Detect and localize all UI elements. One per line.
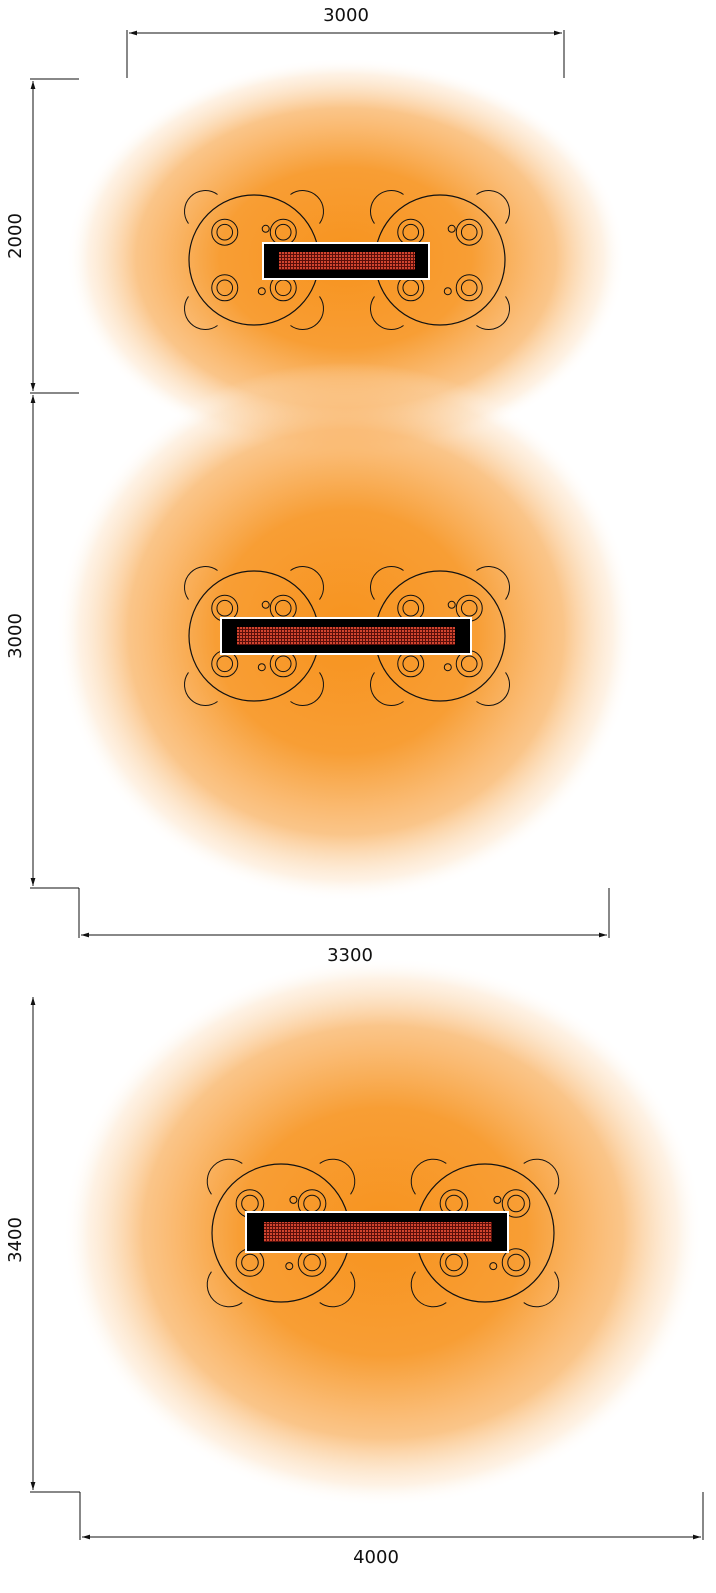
chair: [184, 672, 218, 706]
small-item: [285, 1262, 294, 1271]
dim-bottom-height: 3400: [5, 1217, 26, 1263]
chair: [410, 1271, 447, 1308]
chair: [370, 190, 404, 224]
chair: [476, 190, 510, 224]
glass-inner: [402, 223, 420, 241]
chair: [319, 1271, 356, 1308]
glass-inner: [460, 279, 478, 297]
heaters: [220, 242, 509, 1253]
small-item: [447, 224, 456, 233]
chair: [290, 190, 324, 224]
chair: [290, 672, 324, 706]
glass: [501, 1189, 531, 1218]
small-item: [443, 287, 452, 296]
small-item: [257, 663, 266, 672]
table-bottom-right: [410, 1158, 560, 1308]
glass-inner: [216, 599, 234, 617]
small-item: [261, 600, 270, 609]
chair: [476, 566, 510, 600]
small-item: [257, 287, 266, 296]
chair: [370, 566, 404, 600]
chair: [206, 1271, 243, 1308]
glass-inner: [274, 655, 292, 673]
chair: [370, 672, 404, 706]
chair: [370, 296, 404, 330]
small-item: [289, 1195, 298, 1204]
glass-inner: [274, 599, 292, 617]
glass-inner: [460, 599, 478, 617]
chair: [184, 296, 218, 330]
glass: [501, 1248, 531, 1277]
glass-inner: [445, 1253, 463, 1272]
dim-middle-width: 3300: [327, 945, 373, 966]
small-item: [443, 663, 452, 672]
glass-inner: [507, 1194, 525, 1213]
small-item: [447, 600, 456, 609]
small-item: [493, 1195, 502, 1204]
dim-top-height: 2000: [5, 213, 26, 259]
glass: [211, 218, 239, 246]
glass-inner: [274, 223, 292, 241]
glass-inner: [402, 655, 420, 673]
glass-inner: [460, 223, 478, 241]
glass-inner: [216, 223, 234, 241]
dim-middle-height: 3000: [5, 613, 26, 659]
chair: [523, 1158, 560, 1195]
table-top-left: [184, 190, 324, 330]
glass-inner: [303, 1253, 321, 1272]
glass: [455, 274, 483, 302]
chair: [206, 1158, 243, 1195]
glass: [455, 218, 483, 246]
dim-top-width: 3000: [323, 5, 369, 26]
glass-inner: [216, 279, 234, 297]
heater-middle: [220, 617, 472, 655]
glass-inner: [460, 655, 478, 673]
dimension-labels: 3000 2000 3000 3300 3400 4000: [5, 5, 399, 1568]
glass-inner: [402, 599, 420, 617]
heater-top: [262, 242, 430, 280]
chair: [184, 566, 218, 600]
glass: [211, 274, 239, 302]
dimension-lines: [30, 30, 704, 1540]
dim-bottom-width: 4000: [353, 1547, 399, 1568]
chair: [523, 1271, 560, 1308]
chair: [290, 566, 324, 600]
glass-inner: [507, 1253, 525, 1272]
glass-inner: [216, 655, 234, 673]
small-item: [261, 224, 270, 233]
glass-inner: [241, 1253, 259, 1272]
chair: [410, 1158, 447, 1195]
chair: [476, 672, 510, 706]
chair: [184, 190, 218, 224]
heater-bottom: [245, 1211, 509, 1253]
chair: [290, 296, 324, 330]
chair: [319, 1158, 356, 1195]
small-item: [489, 1262, 498, 1271]
chair: [476, 296, 510, 330]
